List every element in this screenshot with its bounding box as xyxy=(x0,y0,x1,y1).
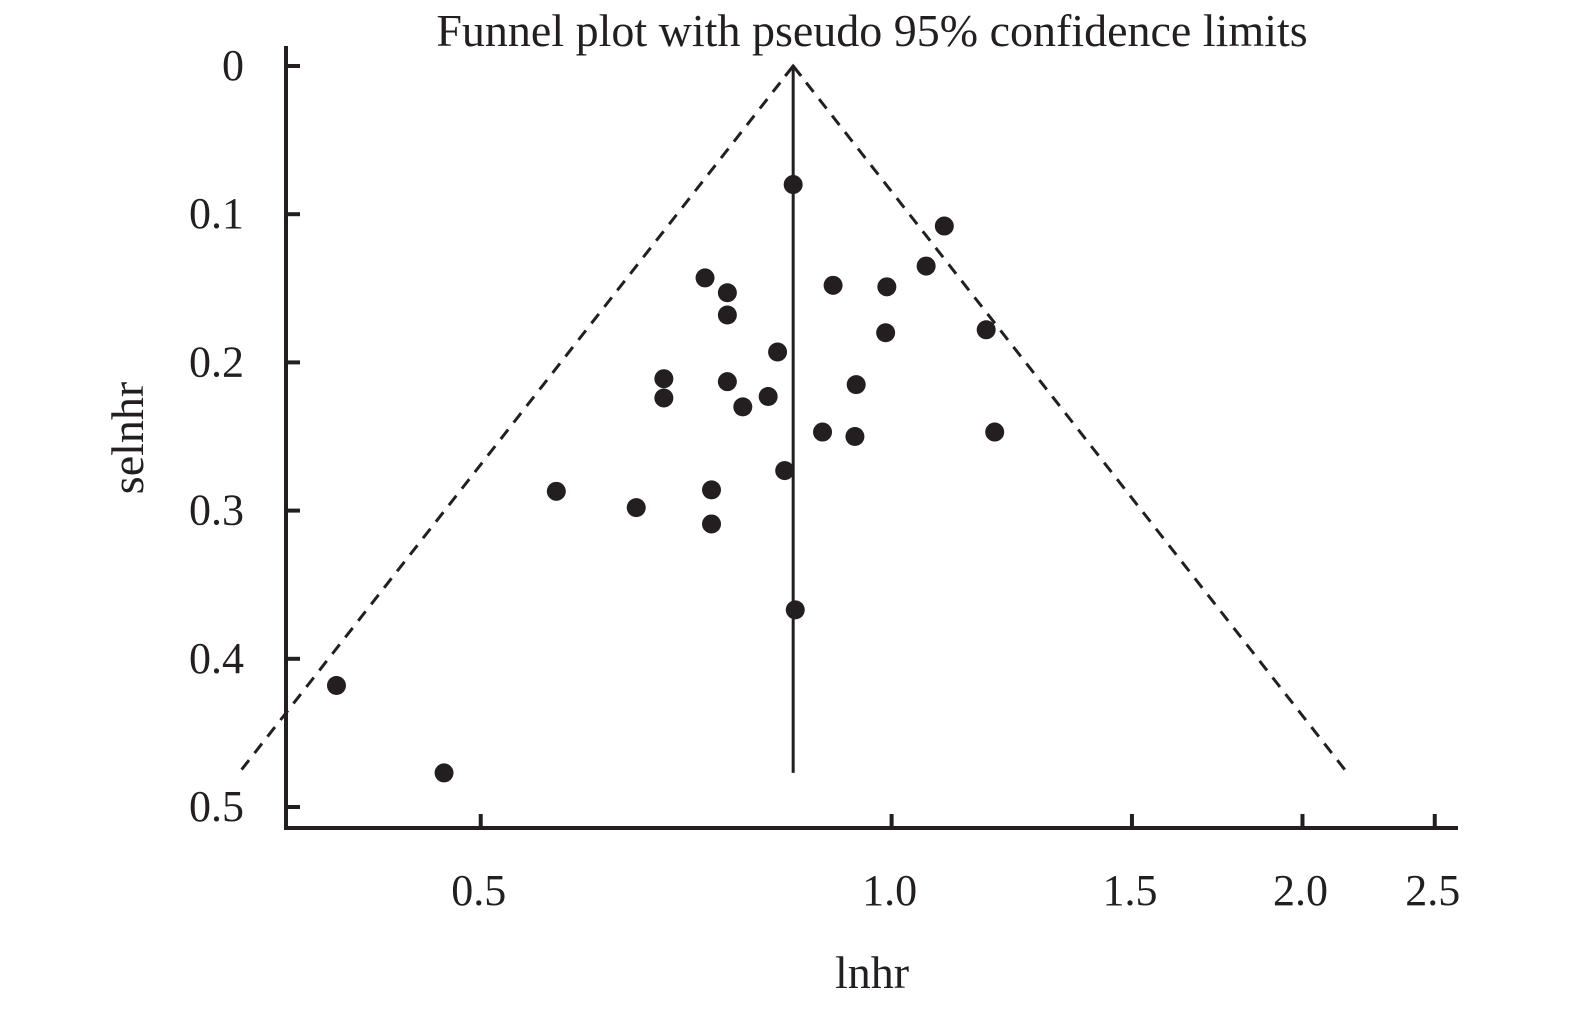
data-point xyxy=(976,320,996,340)
data-point xyxy=(654,388,674,408)
data-point xyxy=(877,277,897,297)
data-point xyxy=(846,375,866,395)
x-tick-label: 0.5 xyxy=(451,866,506,915)
data-point xyxy=(326,675,346,695)
data-point xyxy=(876,323,896,343)
x-tick-label: 1.0 xyxy=(862,866,917,915)
axes xyxy=(284,46,1458,830)
data-point xyxy=(823,275,843,295)
data-point xyxy=(717,305,737,325)
tick-labels: 0 0.1 0.2 0.3 0.4 0.5 0.5 1.0 1.5 2.0 2.5 xyxy=(189,41,1460,915)
data-point xyxy=(702,514,722,534)
data-point xyxy=(813,422,833,442)
y-axis-title: selnhr xyxy=(102,382,153,494)
data-point xyxy=(785,600,805,620)
upper-confidence-limit xyxy=(791,65,1349,774)
data-point xyxy=(434,763,454,783)
x-axis-title: lnhr xyxy=(835,947,909,998)
data-point xyxy=(916,256,936,276)
chart-title: Funnel plot with pseudo 95% confidence l… xyxy=(436,5,1307,56)
y-tick-label: 0.4 xyxy=(189,634,244,683)
x-tick-label: 2.5 xyxy=(1405,866,1460,915)
data-point xyxy=(546,481,566,501)
x-tick-label: 2.0 xyxy=(1273,866,1328,915)
lower-confidence-limit xyxy=(237,65,795,774)
y-tick-label: 0 xyxy=(222,41,244,90)
data-point xyxy=(733,397,753,417)
y-tick-label: 0.3 xyxy=(189,486,244,535)
data-point xyxy=(717,372,737,392)
y-tick-label: 0.2 xyxy=(189,337,244,386)
data-point xyxy=(775,461,795,481)
data-point xyxy=(702,480,722,500)
data-point xyxy=(985,422,1005,442)
funnel-lines xyxy=(237,63,1349,774)
data-point xyxy=(758,386,778,406)
data-point xyxy=(654,369,674,389)
data-point xyxy=(626,498,646,518)
y-tick-label: 0.1 xyxy=(189,189,244,238)
x-tick-label: 1.5 xyxy=(1102,866,1157,915)
data-point xyxy=(717,283,737,303)
data-point xyxy=(845,427,865,446)
data-point xyxy=(783,175,803,195)
data-points xyxy=(326,175,1005,783)
data-point xyxy=(934,216,954,236)
data-point xyxy=(768,342,788,362)
data-point xyxy=(695,268,715,288)
y-tick-label: 0.5 xyxy=(189,782,244,831)
